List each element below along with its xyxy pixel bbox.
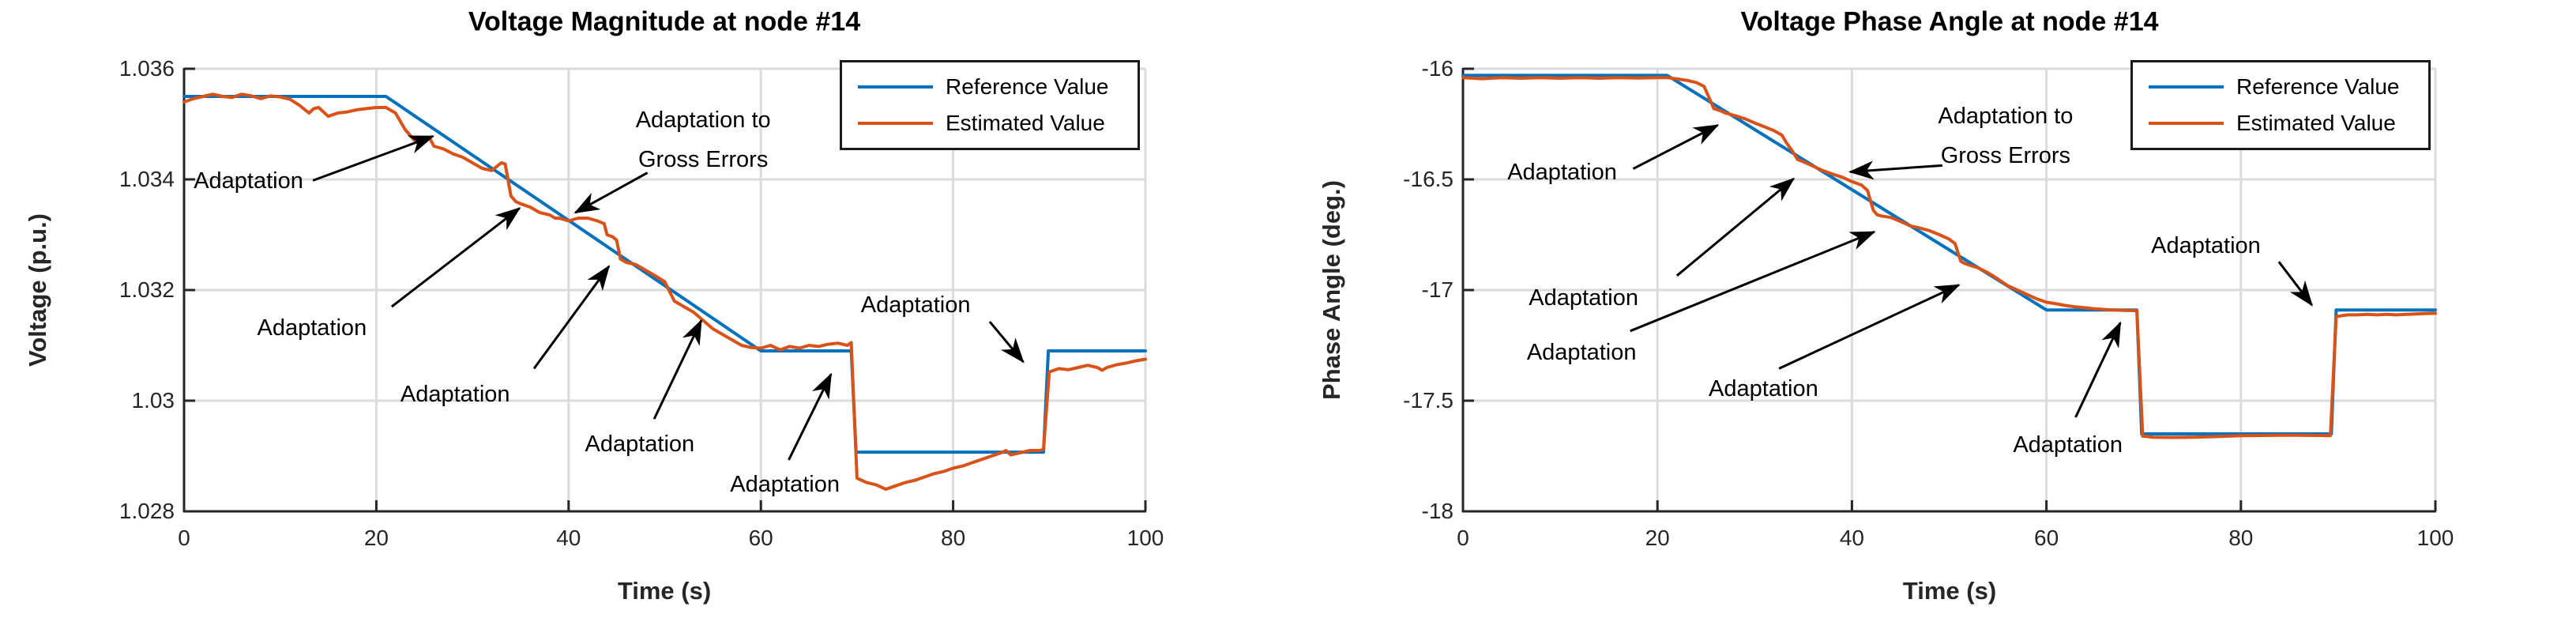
y-axis-label: Voltage (p.u.)	[24, 213, 51, 368]
x-tick-label: 20	[363, 526, 389, 550]
annotation-arrow	[1632, 124, 1720, 170]
annotation-arrow	[1630, 230, 1876, 333]
annotation-adaptation: Adaptation	[730, 472, 840, 498]
legend-entry: Estimated Value	[842, 111, 1138, 136]
annotation-arrow	[1675, 177, 1796, 277]
annotation-arrow	[1848, 160, 1942, 180]
annotation-arrow	[2074, 321, 2122, 418]
x-tick-label: 60	[2034, 526, 2059, 550]
annotation-adaptation: Adaptation	[257, 315, 367, 341]
annotation-adaptation-gross-errors: Adaptation to Gross Errors	[635, 107, 771, 172]
y-tick-label: -16.5	[1403, 167, 1453, 191]
annotation-adaptation: Adaptation	[2151, 233, 2261, 259]
legend-label: Estimated Value	[2236, 110, 2396, 135]
estimated-line	[182, 92, 1147, 491]
annotation-arrow	[788, 372, 833, 461]
x-tick-label: 40	[556, 526, 581, 550]
legend-label: Estimated Value	[946, 110, 1105, 135]
estimated-line	[1461, 76, 2437, 439]
x-tick-label: 40	[1839, 526, 1864, 550]
annotation-adaptation: Adaptation	[585, 432, 695, 458]
y-tick-label: -16	[1421, 56, 1453, 81]
y-tick-label: 1.036	[118, 56, 175, 81]
annotation-arrow	[573, 172, 649, 214]
reference-line-sample	[2149, 85, 2224, 89]
x-tick-label: 80	[941, 526, 966, 550]
legend: Reference Value Estimated Value	[840, 60, 1140, 150]
annotation-arrow	[988, 320, 1025, 364]
reference-line-sample	[858, 85, 933, 89]
annotation-adaptation: Adaptation	[1709, 376, 1818, 402]
x-tick-label: 100	[2416, 526, 2454, 550]
y-tick-label: -17.5	[1403, 388, 1453, 413]
x-tick-label: 80	[2228, 526, 2254, 550]
estimated-line-sample	[2149, 121, 2224, 125]
y-tick-label: -18	[1421, 499, 1453, 523]
annotation-arrow	[390, 207, 521, 308]
x-axis-label: Time (s)	[617, 577, 712, 605]
annotation-adaptation: Adaptation	[2013, 432, 2123, 458]
legend-entry: Reference Value	[842, 74, 1138, 100]
plot-title-voltage-magnitude: Voltage Magnitude at node #14	[468, 6, 861, 37]
x-tick-label: 0	[178, 526, 190, 550]
annotation-arrow	[312, 134, 435, 182]
legend-entry: Reference Value	[2133, 74, 2428, 100]
legend-label: Reference Value	[2236, 74, 2400, 100]
annotation-arrow	[532, 265, 611, 370]
legend-entry: Estimated Value	[2133, 111, 2428, 136]
annotation-adaptation: Adaptation	[860, 292, 971, 318]
x-tick-label: 0	[1457, 526, 1469, 550]
annotation-adaptation: Adaptation	[1526, 339, 1637, 365]
y-tick-label: 1.03	[131, 388, 175, 413]
annotation-adaptation: Adaptation	[1529, 285, 1638, 311]
y-axis-label: Phase Angle (deg.)	[1318, 180, 1345, 400]
estimated-line-sample	[858, 121, 933, 125]
annotation-arrow	[2277, 261, 2313, 307]
annotation-adaptation: Adaptation	[1507, 159, 1617, 185]
x-axis-label: Time (s)	[1902, 577, 1997, 605]
x-tick-label: 100	[1126, 526, 1164, 550]
annotation-adaptation: Adaptation	[194, 168, 303, 194]
x-tick-label: 60	[748, 526, 773, 550]
annotation-adaptation-gross-errors: Adaptation to Gross Errors	[1938, 104, 2074, 168]
y-tick-label: 1.034	[118, 167, 175, 191]
plot-title-voltage-phase-angle: Voltage Phase Angle at node #14	[1740, 6, 2159, 37]
annotation-adaptation: Adaptation	[400, 382, 510, 408]
y-tick-label: 1.028	[118, 499, 175, 523]
annotation-arrow	[1778, 284, 1961, 370]
y-tick-label: 1.032	[118, 277, 175, 302]
x-tick-label: 20	[1645, 526, 1670, 550]
legend: Reference Value Estimated Value	[2130, 60, 2431, 150]
y-tick-label: -17	[1421, 277, 1453, 302]
annotation-arrow	[652, 318, 703, 420]
legend-label: Reference Value	[946, 74, 1109, 100]
